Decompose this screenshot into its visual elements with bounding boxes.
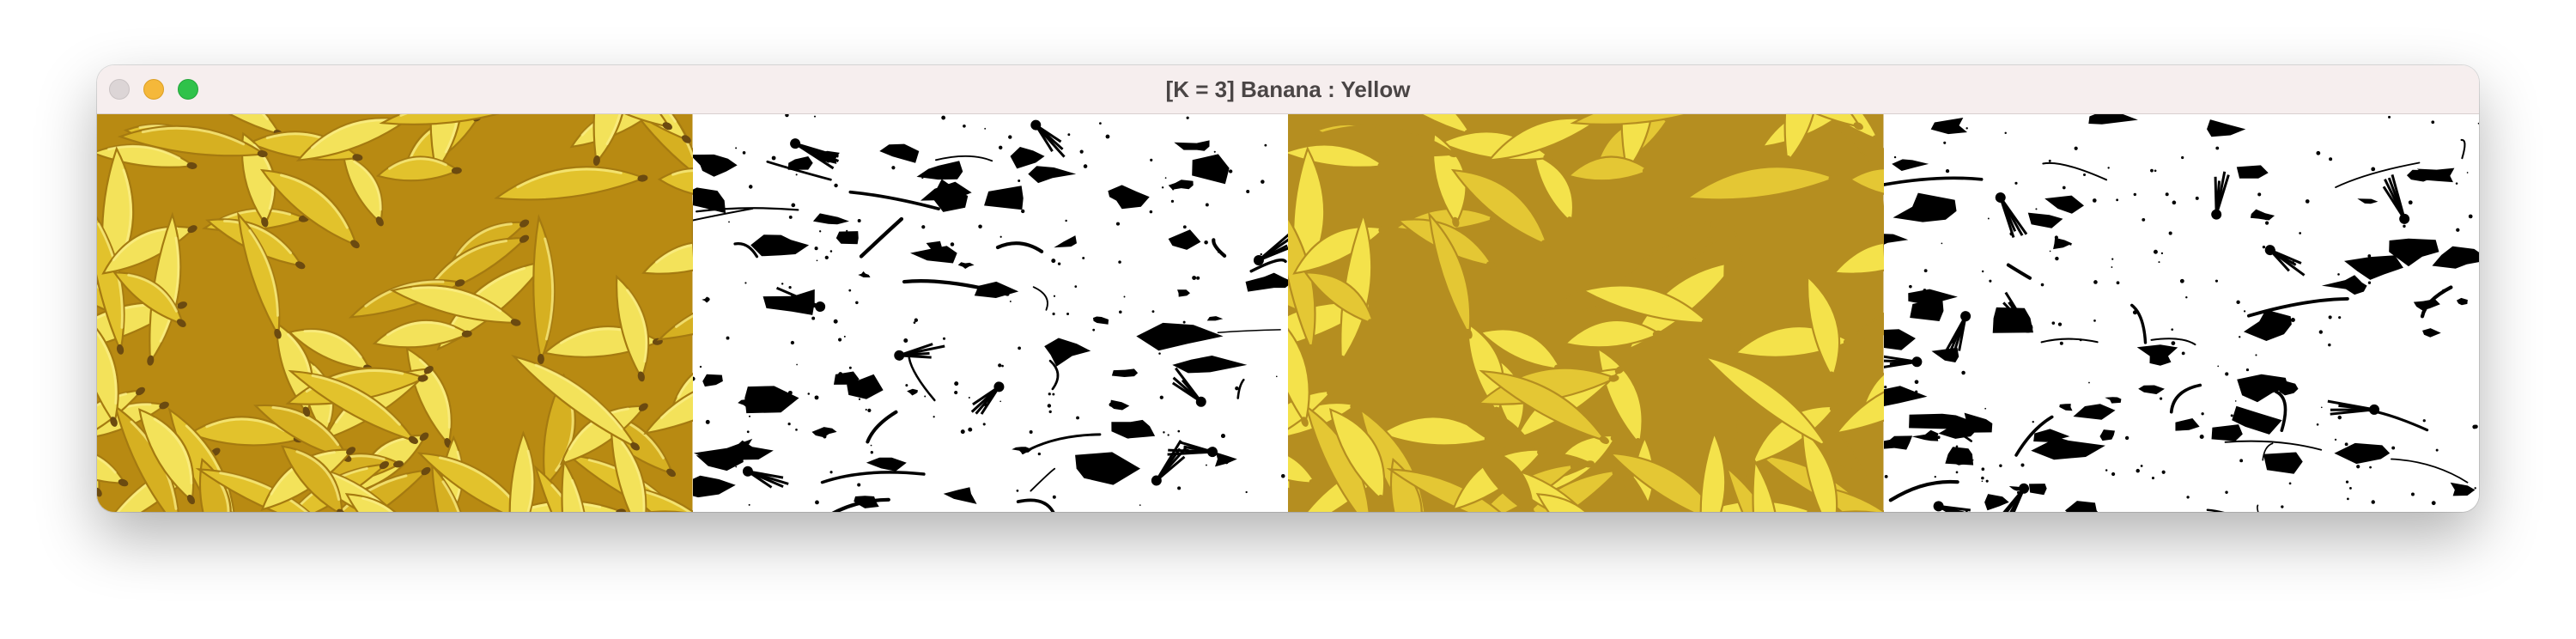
posterized-bananas (1288, 114, 1884, 512)
title-bar[interactable]: [K = 3] Banana : Yellow (97, 65, 2479, 114)
black-white-mask-2 (1883, 114, 2479, 512)
original-image-panel (97, 114, 693, 512)
mask-image-panel (692, 114, 1288, 512)
zoom-button[interactable] (178, 79, 198, 100)
close-button[interactable] (109, 79, 130, 100)
mask-image-panel-2 (1883, 114, 2479, 512)
bananas-photo (97, 114, 693, 512)
image-strip (97, 114, 2479, 512)
black-white-mask (692, 114, 1288, 512)
window-title: [K = 3] Banana : Yellow (1165, 76, 1411, 102)
segmented-image-panel (1288, 114, 1884, 512)
app-window: [K = 3] Banana : Yellow (97, 65, 2479, 512)
minimize-button[interactable] (143, 79, 164, 100)
